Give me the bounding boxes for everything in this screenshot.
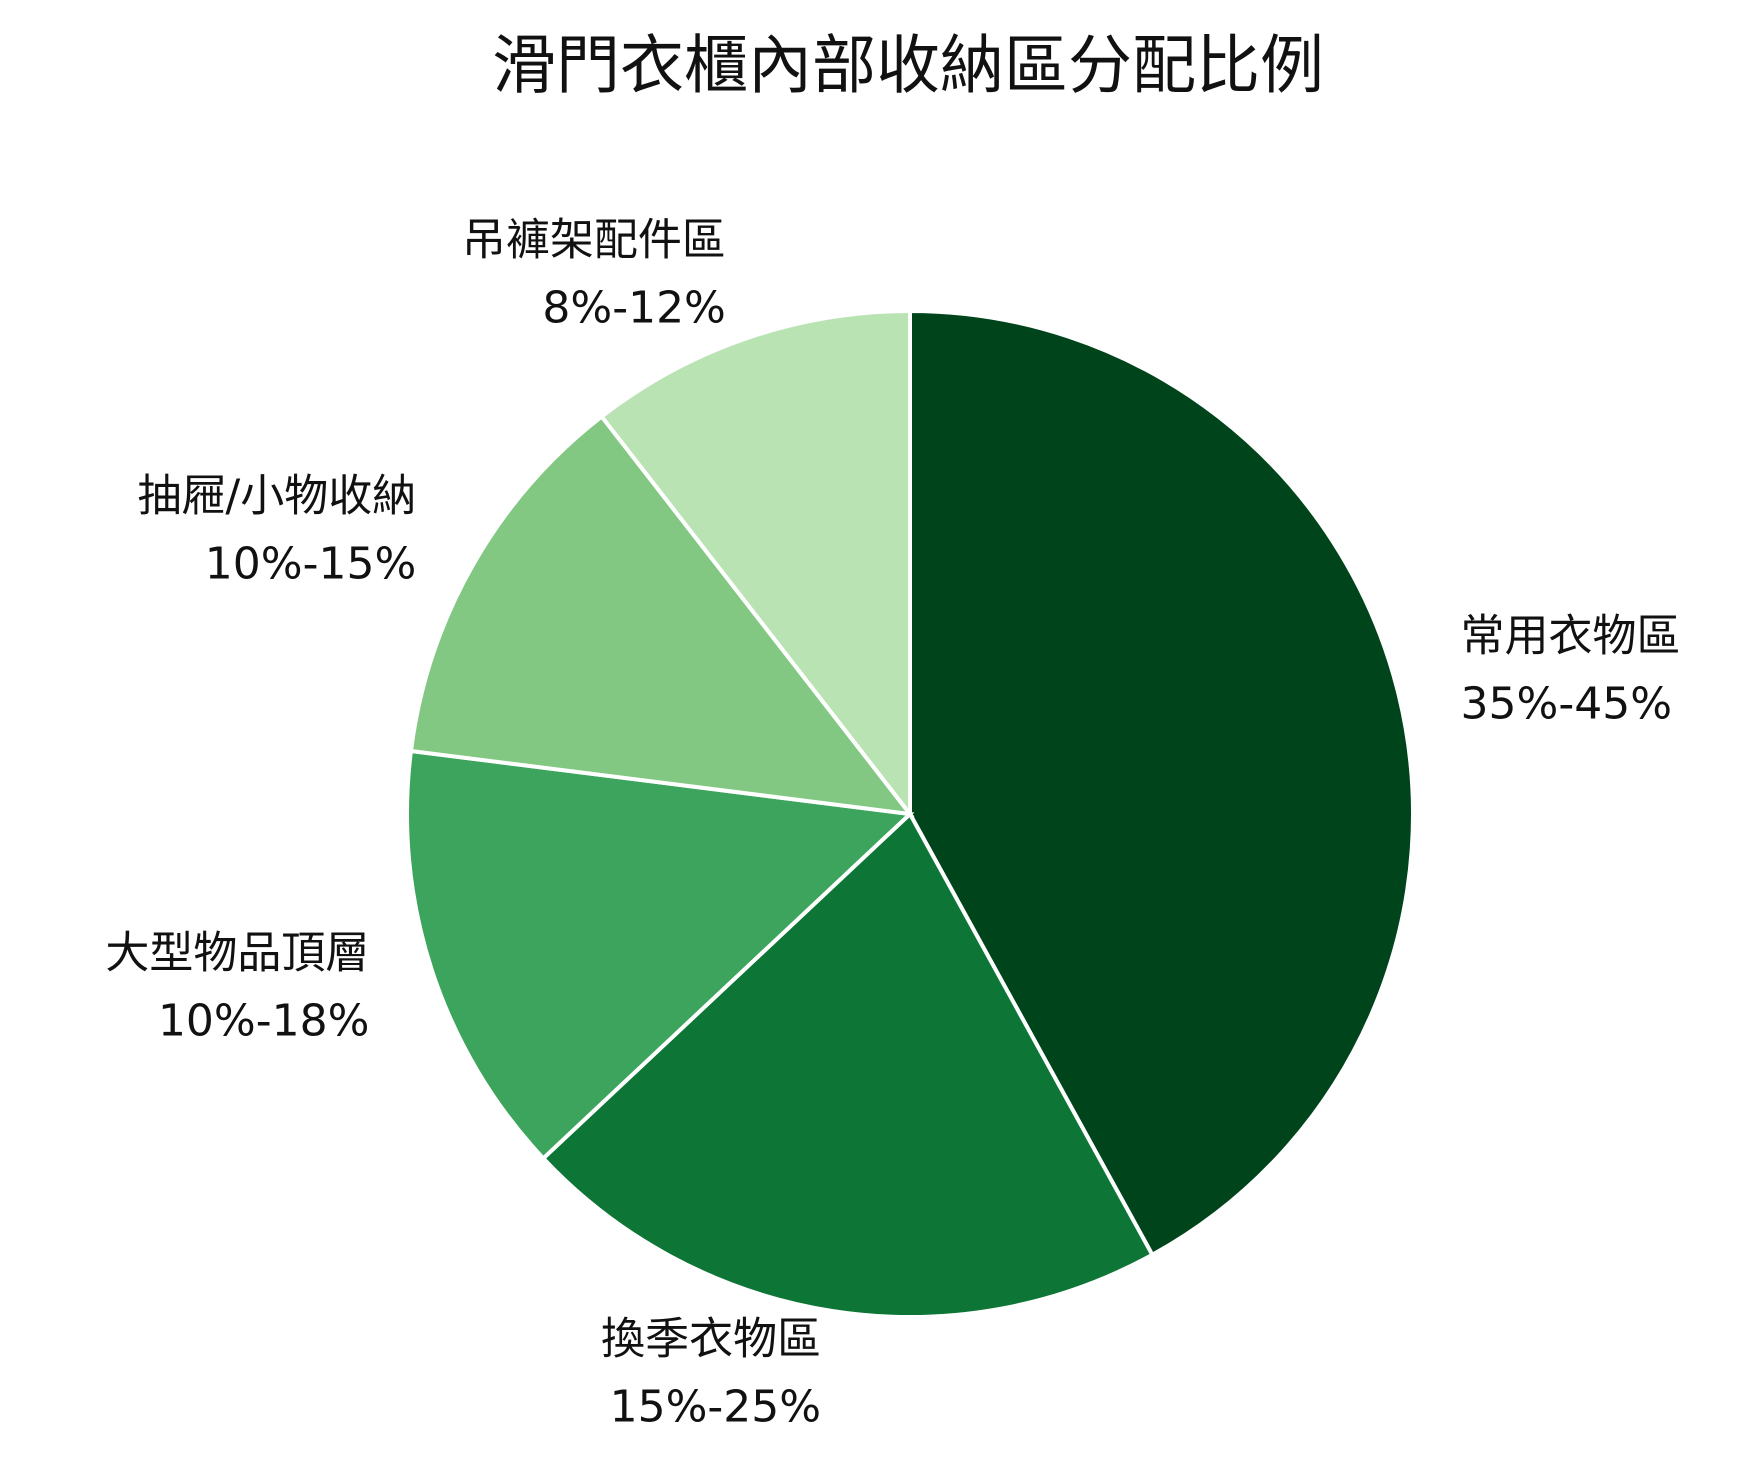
- slice-range: 10%-15%: [205, 538, 416, 589]
- slice-range: 10%-18%: [158, 996, 369, 1047]
- slice-label: 大型物品頂層: [105, 928, 369, 979]
- slice-range: 15%-25%: [610, 1381, 821, 1432]
- pie-slice: [908, 308, 1415, 1258]
- chart-title: 滑門衣櫃內部收納區分配比例: [492, 30, 1324, 104]
- slice-range: 8%-12%: [542, 282, 725, 333]
- pie-slice: [540, 810, 1156, 1319]
- pie-slice: [405, 748, 915, 1162]
- slice-label: 抽屜/小物收納: [137, 470, 416, 521]
- slice-label: 換季衣物區: [601, 1313, 821, 1364]
- slice-label: 吊褲架配件區: [462, 214, 726, 265]
- pie-slice: [598, 308, 912, 820]
- pie-slice: [408, 413, 915, 817]
- slice-range: 35%-45%: [1461, 679, 1672, 730]
- slice-label: 常用衣物區: [1461, 611, 1681, 662]
